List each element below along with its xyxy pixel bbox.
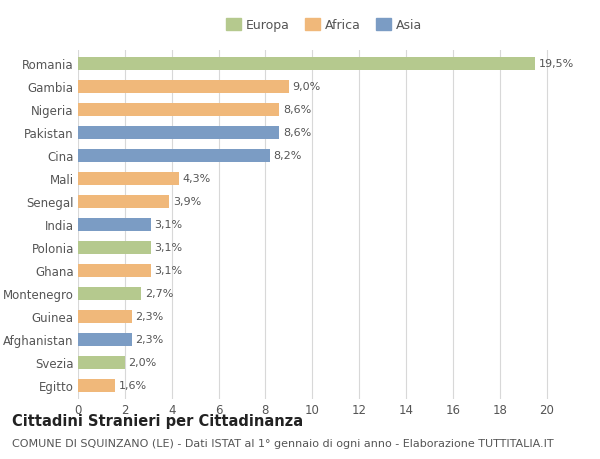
Legend: Europa, Africa, Asia: Europa, Africa, Asia	[221, 14, 427, 37]
Bar	[78, 196, 169, 208]
Text: 3,1%: 3,1%	[154, 243, 182, 253]
Bar	[78, 81, 289, 94]
Text: 4,3%: 4,3%	[182, 174, 211, 184]
Text: 9,0%: 9,0%	[292, 82, 320, 92]
Text: Cittadini Stranieri per Cittadinanza: Cittadini Stranieri per Cittadinanza	[12, 413, 303, 428]
Text: 3,1%: 3,1%	[154, 220, 182, 230]
Text: 8,6%: 8,6%	[283, 105, 311, 115]
Text: 3,1%: 3,1%	[154, 266, 182, 276]
Bar	[78, 173, 179, 185]
Text: 1,6%: 1,6%	[119, 381, 147, 391]
Text: 2,3%: 2,3%	[136, 335, 164, 345]
Bar	[78, 150, 270, 162]
Text: 2,3%: 2,3%	[136, 312, 164, 322]
Text: 8,6%: 8,6%	[283, 128, 311, 138]
Bar	[78, 333, 132, 346]
Bar	[78, 287, 141, 300]
Bar	[78, 218, 151, 231]
Text: COMUNE DI SQUINZANO (LE) - Dati ISTAT al 1° gennaio di ogni anno - Elaborazione : COMUNE DI SQUINZANO (LE) - Dati ISTAT al…	[12, 438, 554, 448]
Bar	[78, 241, 151, 254]
Bar	[78, 379, 115, 392]
Text: 19,5%: 19,5%	[538, 59, 574, 69]
Bar	[78, 310, 132, 323]
Text: 3,9%: 3,9%	[173, 197, 201, 207]
Bar	[78, 127, 280, 140]
Text: 2,0%: 2,0%	[128, 358, 157, 368]
Text: 2,7%: 2,7%	[145, 289, 173, 299]
Bar	[78, 58, 535, 71]
Bar	[78, 356, 125, 369]
Bar	[78, 104, 280, 117]
Bar	[78, 264, 151, 277]
Text: 8,2%: 8,2%	[274, 151, 302, 161]
